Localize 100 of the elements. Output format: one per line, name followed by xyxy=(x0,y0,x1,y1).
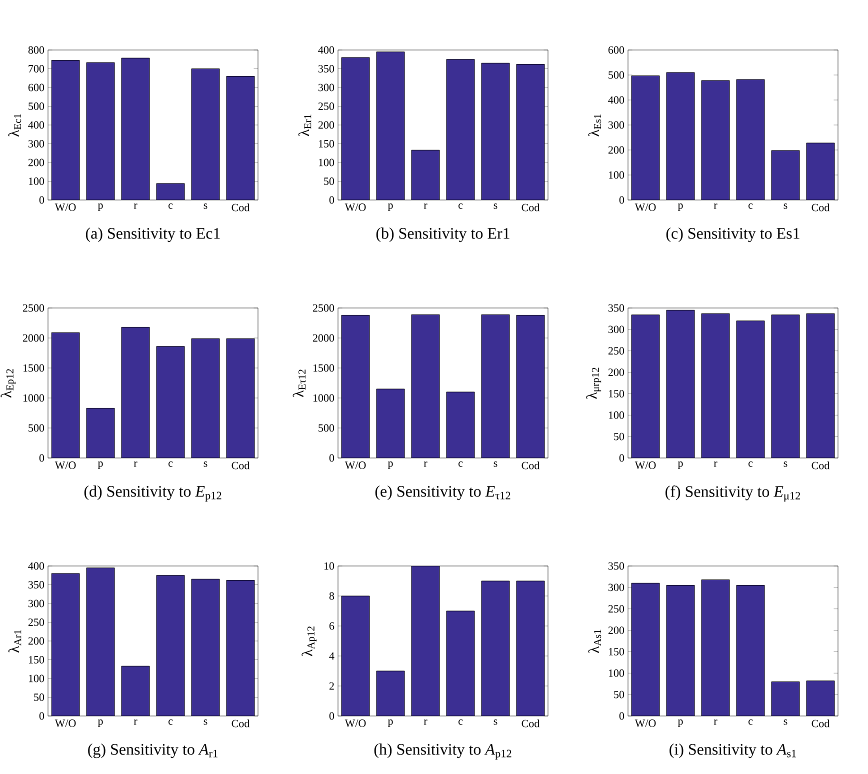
x-tick-label: Cod xyxy=(232,204,250,212)
text: (e) Sensitivity to E$_{τ12}$ xyxy=(375,486,510,500)
x-tick-label: r xyxy=(134,462,138,467)
text: (f) Sensitivity to E$_{μ12}$ xyxy=(666,486,800,502)
y-tick-label: 1000 xyxy=(313,394,334,402)
y-tick-label: 50 xyxy=(614,690,624,698)
y-tick-label: 1000 xyxy=(23,394,44,402)
x-tick-label: W/O xyxy=(344,720,366,727)
bar xyxy=(736,79,764,200)
y-tick-label: 500 xyxy=(28,424,44,432)
y-tick-label: 0 xyxy=(619,196,624,204)
bar xyxy=(702,314,730,458)
y-tick-label: 0 xyxy=(39,712,44,720)
y-tick-label: 150 xyxy=(608,390,624,398)
bar xyxy=(446,392,474,458)
y-tick-label: 200 xyxy=(28,158,44,166)
x-tick-label: W/O xyxy=(634,462,656,469)
y-axis-title: λ$_{Ar1}$ xyxy=(8,630,22,653)
y-tick-label: 100 xyxy=(28,178,44,185)
bar xyxy=(771,150,800,200)
y-tick-label: 2500 xyxy=(22,304,44,312)
y-axis-title: λ$_{Ep12}$ xyxy=(0,369,16,398)
bar xyxy=(702,580,730,716)
bar xyxy=(376,52,405,200)
y-tick-label: 350 xyxy=(608,562,624,570)
y-tick-label: 0 xyxy=(329,454,334,462)
y-axis-title: λ$_{Ec1}$ xyxy=(8,114,22,137)
y-tick-label: 6 xyxy=(329,622,334,630)
bar xyxy=(412,314,440,458)
x-tick-label: s xyxy=(784,720,788,725)
y-tick-label: 100 xyxy=(608,411,624,419)
x-tick-label: c xyxy=(458,720,463,725)
x-tick-label: Cod xyxy=(522,462,540,470)
x-tick-label: r xyxy=(424,462,428,467)
bar xyxy=(632,583,660,716)
x-tick-label: Cod xyxy=(232,720,250,728)
y-tick-label: 250 xyxy=(28,618,44,626)
text: (d) Sensitivity to E$_{p12}$ xyxy=(84,486,222,502)
y-tick-label: 500 xyxy=(608,71,624,79)
y-tick-label: 200 xyxy=(608,626,624,634)
x-tick-label: c xyxy=(458,204,463,209)
bar xyxy=(412,566,440,716)
y-tick-label: 0 xyxy=(39,454,44,462)
x-tick-label: p xyxy=(388,204,393,212)
bar xyxy=(806,313,835,458)
x-tick-label: Cod xyxy=(812,720,830,728)
y-tick-label: 100 xyxy=(28,674,44,682)
x-tick-label: p xyxy=(678,720,683,728)
y-tick-label: 500 xyxy=(28,102,44,110)
y-axis-title: λ$_{Eτ12}$ xyxy=(292,370,306,398)
x-tick-label: Cod xyxy=(522,720,540,728)
y-tick-label: 300 xyxy=(28,600,44,608)
bar xyxy=(482,63,510,200)
y-tick-label: 0 xyxy=(619,454,624,462)
bar xyxy=(806,142,835,200)
y-tick-label: 200 xyxy=(28,637,44,645)
y-tick-label: 250 xyxy=(608,347,624,355)
x-tick-label: p xyxy=(388,720,393,728)
y-tick-label: 400 xyxy=(28,121,44,129)
x-tick-label: s xyxy=(784,204,788,209)
y-tick-label: 400 xyxy=(608,96,624,104)
y-tick-label: 350 xyxy=(608,304,624,312)
bar xyxy=(771,314,800,458)
x-tick-label: c xyxy=(458,462,463,467)
bar xyxy=(666,310,694,458)
x-tick-label: c xyxy=(168,720,173,725)
y-tick-label: 2000 xyxy=(22,334,44,342)
x-tick-label: Cod xyxy=(522,204,540,212)
bar xyxy=(806,680,835,716)
y-tick-label: 150 xyxy=(608,648,624,656)
y-tick-label: 300 xyxy=(608,584,624,592)
x-tick-label: W/O xyxy=(344,462,366,469)
text: (c) Sensitivity to Es1 xyxy=(666,228,800,242)
y-tick-label: 300 xyxy=(608,326,624,334)
y-tick-label: 700 xyxy=(28,65,44,72)
x-tick-label: s xyxy=(204,462,208,467)
bar xyxy=(632,314,660,458)
y-tick-label: 250 xyxy=(318,102,334,110)
y-tick-label: 600 xyxy=(608,46,624,54)
y-tick-label: 2500 xyxy=(312,304,334,312)
y-tick-label: 600 xyxy=(28,84,44,92)
y-tick-label: 0 xyxy=(329,712,334,720)
bar xyxy=(342,596,370,716)
bar xyxy=(342,315,370,458)
x-tick-label: Cod xyxy=(232,462,250,470)
x-tick-label: W/O xyxy=(54,204,76,211)
y-tick-label: 200 xyxy=(608,146,624,154)
y-axis-title: λ$_{μrp12}$ xyxy=(586,368,602,399)
x-tick-label: p xyxy=(678,204,683,212)
y-tick-label: 50 xyxy=(324,178,334,185)
y-axis-title: λ$_{Er1}$ xyxy=(298,114,312,136)
x-tick-label: r xyxy=(714,462,718,467)
x-tick-label: Cod xyxy=(812,462,830,470)
bar xyxy=(666,72,694,200)
y-tick-label: 100 xyxy=(318,158,334,166)
x-tick-label: c xyxy=(748,720,753,725)
x-tick-label: p xyxy=(98,462,103,470)
y-tick-label: 50 xyxy=(34,694,44,701)
x-tick-label: Cod xyxy=(812,204,830,212)
y-tick-label: 800 xyxy=(28,46,44,54)
